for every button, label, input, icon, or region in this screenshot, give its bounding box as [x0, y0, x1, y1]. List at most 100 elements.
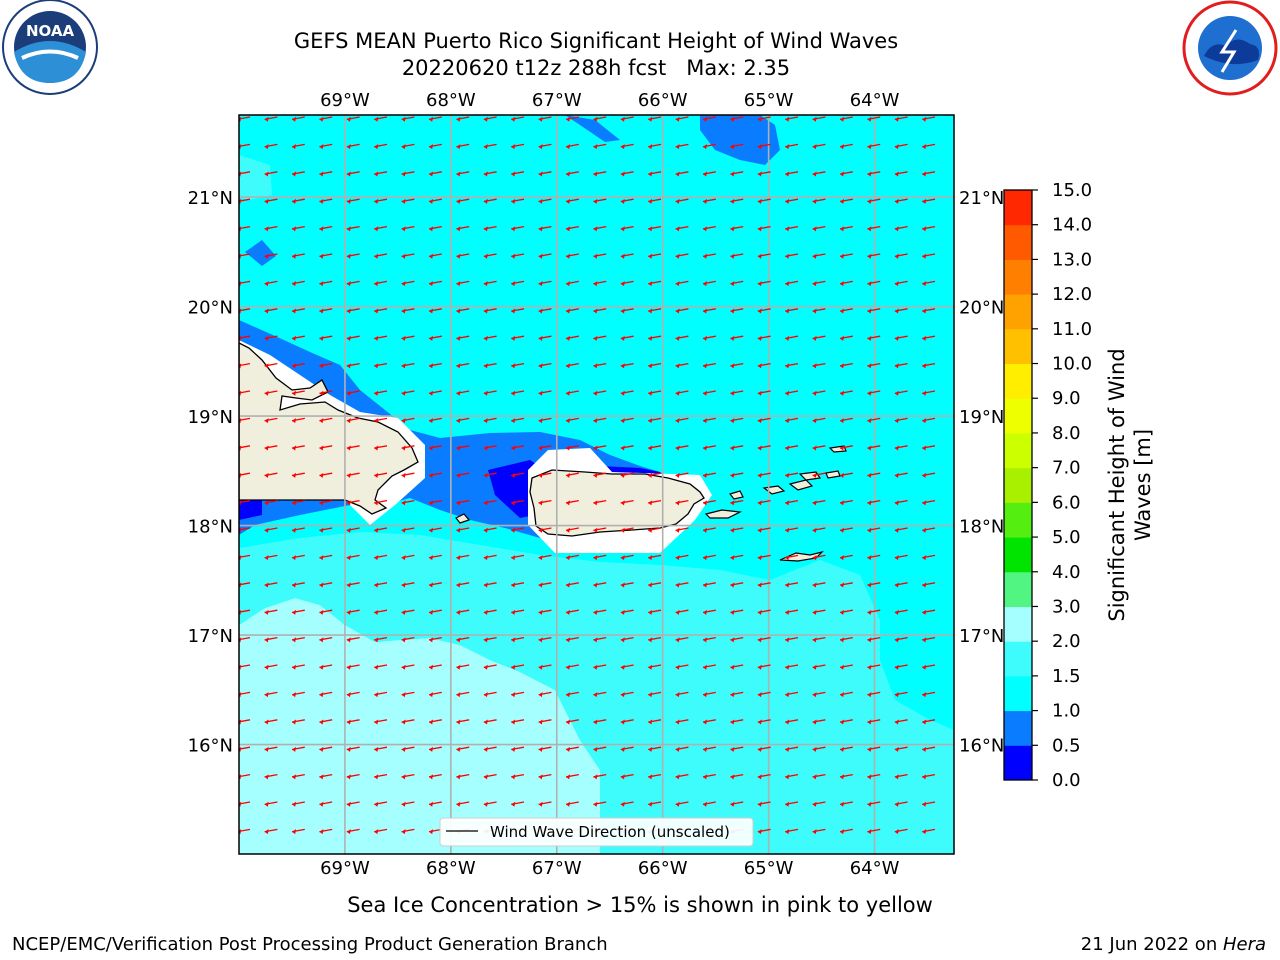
wind-arrow: [291, 746, 305, 752]
wind-arrow: [593, 664, 607, 670]
wind-arrow: [648, 445, 662, 451]
wind-arrow: [785, 582, 799, 588]
wind-arrow: [401, 308, 415, 314]
colorbar-tick-label: 2.0: [1052, 631, 1081, 652]
wind-arrow: [565, 335, 579, 341]
wind-arrow: [346, 582, 360, 588]
wind-arrow: [319, 308, 333, 314]
wind-arrow: [483, 225, 497, 232]
wind-arrow: [483, 499, 497, 506]
wind-arrow: [565, 746, 579, 752]
wind-arrow: [565, 253, 579, 259]
wind-arrow: [264, 582, 278, 588]
wind-arrow: [702, 280, 716, 287]
wind-arrow: [565, 225, 579, 232]
wind-arrow: [620, 773, 634, 780]
wind-arrow: [922, 773, 936, 780]
wind-arrow: [374, 335, 388, 341]
wind-arrow: [511, 527, 525, 533]
colorbar-segment: [1004, 641, 1032, 677]
noaa-logo-text: NOAA: [26, 22, 75, 40]
wind-arrow: [922, 171, 936, 177]
latitude-tick-label: 16°N: [959, 736, 1004, 757]
longitude-tick-label: 64°W: [850, 90, 900, 111]
date-text: 21 Jun 2022 on Hera: [1081, 934, 1266, 955]
wind-arrow: [291, 691, 305, 698]
wind-arrow: [839, 636, 853, 643]
wind-arrow: [812, 773, 826, 780]
wind-arrow: [730, 527, 744, 533]
wind-arrow: [264, 664, 278, 670]
wind-arrow: [867, 390, 881, 396]
wind-arrow: [812, 445, 826, 451]
wind-arrow: [922, 527, 936, 533]
wind-arrow: [291, 554, 305, 561]
wind-arrow: [730, 746, 744, 752]
wind-arrow: [757, 609, 771, 615]
wind-arrow: [839, 472, 853, 478]
wind-arrow: [593, 362, 607, 369]
wind-arrow: [894, 554, 908, 561]
latitude-tick-label: 18°N: [188, 517, 233, 538]
wind-arrow: [620, 390, 634, 396]
wind-arrow: [291, 719, 305, 725]
wind-arrow: [620, 719, 634, 725]
wind-arrow: [702, 554, 716, 561]
wind-arrow: [894, 472, 908, 478]
wind-arrow: [401, 828, 415, 835]
wind-arrow: [374, 664, 388, 670]
wind-arrow: [428, 664, 442, 670]
wind-arrow: [511, 143, 525, 150]
wind-arrow: [374, 362, 388, 369]
wind-arrow: [593, 773, 607, 780]
wind-arrow: [812, 308, 826, 314]
wind-arrow: [456, 582, 470, 588]
wind-arrow: [593, 445, 607, 451]
colorbar-segment: [1004, 675, 1032, 712]
wind-arrow: [757, 527, 771, 533]
wind-arrow: [401, 143, 415, 150]
island-culebra: [728, 490, 744, 500]
colorbar-segment: [1004, 398, 1032, 434]
colorbar-tick-label: 13.0: [1052, 249, 1092, 270]
longitude-tick-label: 67°W: [532, 858, 582, 879]
wind-arrow: [894, 636, 908, 643]
wind-arrow: [867, 362, 881, 369]
wind-arrow: [483, 362, 497, 369]
wind-arrow: [456, 527, 470, 533]
wind-arrow: [812, 609, 826, 615]
wind-arrow: [922, 636, 936, 643]
wind-arrow: [620, 253, 634, 259]
legend-label: Wind Wave Direction (unscaled): [490, 823, 730, 841]
wind-arrow: [757, 280, 771, 287]
wind-arrow: [620, 499, 634, 506]
wind-arrow: [346, 253, 360, 259]
wind-arrow: [319, 773, 333, 780]
wind-arrow: [346, 746, 360, 752]
wind-arrow: [922, 225, 936, 232]
wind-arrow: [401, 527, 415, 533]
wind-arrow: [867, 308, 881, 314]
machine-name: Hera: [1223, 934, 1266, 955]
wind-arrow: [702, 801, 716, 807]
wind-arrow: [922, 198, 936, 204]
wind-arrow: [565, 362, 579, 369]
wind-arrow: [374, 499, 388, 506]
wind-arrow: [538, 582, 552, 588]
wind-arrow: [730, 773, 744, 780]
wind-arrow: [812, 664, 826, 670]
wind-arrow: [291, 801, 305, 807]
wind-arrow: [374, 719, 388, 725]
colorbar-tick-label: 4.0: [1052, 562, 1081, 583]
latitude-tick-label: 21°N: [959, 188, 1004, 209]
wind-arrow: [648, 527, 662, 533]
wind-arrow: [565, 198, 579, 204]
wind-arrow: [538, 445, 552, 451]
wind-arrow: [319, 609, 333, 615]
wind-arrow: [702, 773, 716, 780]
wind-arrow: [757, 390, 771, 396]
wind-arrow: [374, 116, 388, 122]
wind-arrow: [401, 801, 415, 807]
colorbar-label-line-1: Significant Height of Wind: [1105, 348, 1129, 621]
colorbar-segment: [1004, 259, 1032, 295]
